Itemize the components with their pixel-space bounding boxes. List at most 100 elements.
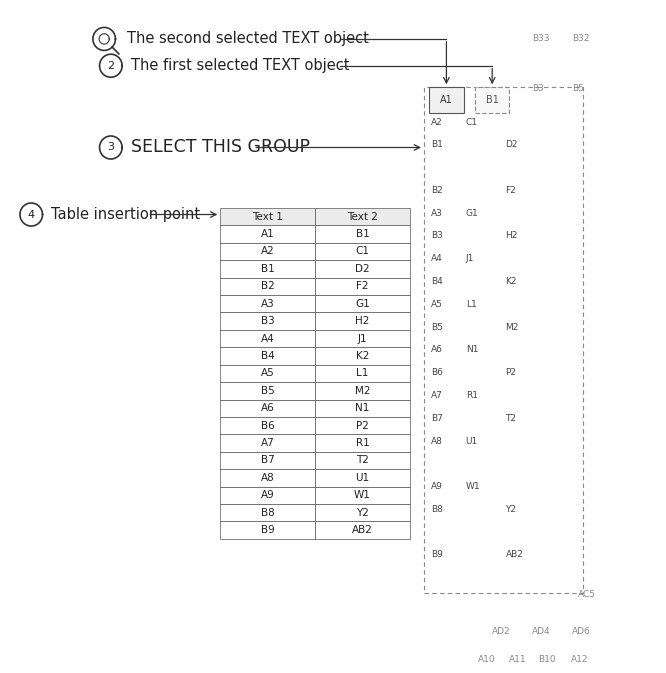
Text: B5: B5 xyxy=(261,386,274,396)
Text: A10: A10 xyxy=(478,655,496,664)
Text: R1: R1 xyxy=(466,391,478,400)
Text: A12: A12 xyxy=(571,655,588,664)
Bar xyxy=(220,347,315,365)
Text: D2: D2 xyxy=(505,140,518,149)
Bar xyxy=(315,487,410,504)
Bar xyxy=(220,434,315,452)
Text: AD4: AD4 xyxy=(532,627,551,636)
Bar xyxy=(315,347,410,365)
Text: A3: A3 xyxy=(431,209,443,217)
Bar xyxy=(220,487,315,504)
Text: Y2: Y2 xyxy=(505,505,516,514)
Text: 2: 2 xyxy=(107,61,115,71)
Bar xyxy=(220,312,315,330)
Bar xyxy=(315,469,410,487)
Text: G1: G1 xyxy=(466,209,478,217)
Text: B4: B4 xyxy=(261,351,274,361)
Text: AB2: AB2 xyxy=(505,551,523,559)
Text: A6: A6 xyxy=(431,345,443,355)
Bar xyxy=(315,400,410,417)
Text: B2: B2 xyxy=(431,186,443,195)
Text: P2: P2 xyxy=(505,368,516,377)
Bar xyxy=(220,260,315,277)
Text: B2: B2 xyxy=(261,281,274,291)
Bar xyxy=(315,434,410,452)
Bar xyxy=(220,365,315,382)
Text: A1: A1 xyxy=(261,229,274,239)
Text: B7: B7 xyxy=(431,414,443,423)
Text: A5: A5 xyxy=(431,300,443,309)
Text: W1: W1 xyxy=(354,491,371,500)
Bar xyxy=(315,417,410,434)
Text: P2: P2 xyxy=(356,421,369,431)
Bar xyxy=(315,452,410,469)
Text: T2: T2 xyxy=(505,414,516,423)
Bar xyxy=(220,469,315,487)
Text: AB2: AB2 xyxy=(352,525,373,535)
Text: Table insertion point: Table insertion point xyxy=(51,207,200,222)
Text: A4: A4 xyxy=(431,254,443,263)
Text: B1: B1 xyxy=(486,95,499,105)
Bar xyxy=(220,522,315,539)
Text: B7: B7 xyxy=(261,456,274,466)
Bar xyxy=(220,504,315,522)
Bar xyxy=(315,312,410,330)
Text: A6: A6 xyxy=(261,403,274,413)
Bar xyxy=(220,208,315,225)
Text: J1: J1 xyxy=(466,254,474,263)
Text: M2: M2 xyxy=(505,322,519,332)
Bar xyxy=(220,417,315,434)
Text: B1: B1 xyxy=(356,229,370,239)
Bar xyxy=(315,365,410,382)
Text: A5: A5 xyxy=(261,368,274,378)
Text: B3: B3 xyxy=(431,232,443,240)
Text: Text 1: Text 1 xyxy=(252,211,283,221)
Text: A2: A2 xyxy=(261,246,274,256)
Text: A1: A1 xyxy=(440,95,453,105)
Text: K2: K2 xyxy=(356,351,369,361)
Text: A3: A3 xyxy=(261,299,274,309)
Text: N1: N1 xyxy=(356,403,370,413)
Text: B5: B5 xyxy=(431,322,443,332)
Bar xyxy=(315,225,410,243)
Text: L1: L1 xyxy=(356,368,369,378)
Text: F2: F2 xyxy=(505,186,516,195)
Bar xyxy=(220,382,315,400)
Text: A11: A11 xyxy=(509,655,526,664)
Text: C1: C1 xyxy=(466,118,478,127)
Text: B8: B8 xyxy=(431,505,443,514)
Text: A9: A9 xyxy=(261,491,274,500)
Bar xyxy=(220,452,315,469)
Text: SELECT THIS GROUP: SELECT THIS GROUP xyxy=(131,139,310,157)
Bar xyxy=(315,504,410,522)
Text: A4: A4 xyxy=(261,334,274,343)
Text: A7: A7 xyxy=(261,438,274,448)
Text: T2: T2 xyxy=(356,456,369,466)
Text: K2: K2 xyxy=(505,277,517,286)
Bar xyxy=(315,295,410,312)
Text: G1: G1 xyxy=(355,299,370,309)
Text: B32: B32 xyxy=(571,34,589,44)
Text: AD6: AD6 xyxy=(571,627,591,636)
Text: Y2: Y2 xyxy=(356,507,369,518)
Text: B1: B1 xyxy=(261,264,274,274)
Text: B5: B5 xyxy=(571,84,583,93)
Text: AC5: AC5 xyxy=(578,590,596,599)
Text: 4: 4 xyxy=(28,209,35,219)
Bar xyxy=(429,87,464,112)
Bar xyxy=(424,87,583,593)
Text: B8: B8 xyxy=(261,507,274,518)
Text: N1: N1 xyxy=(466,345,478,355)
Text: AD2: AD2 xyxy=(492,627,511,636)
Text: M2: M2 xyxy=(355,386,370,396)
Text: F2: F2 xyxy=(356,281,369,291)
Text: H2: H2 xyxy=(505,232,517,240)
Text: A9: A9 xyxy=(431,482,443,491)
Text: 3: 3 xyxy=(107,143,115,153)
Text: A8: A8 xyxy=(431,437,443,446)
Text: B10: B10 xyxy=(539,655,556,664)
Text: U1: U1 xyxy=(466,437,478,446)
Text: H2: H2 xyxy=(356,316,370,326)
Bar xyxy=(315,330,410,347)
Text: W1: W1 xyxy=(466,482,480,491)
